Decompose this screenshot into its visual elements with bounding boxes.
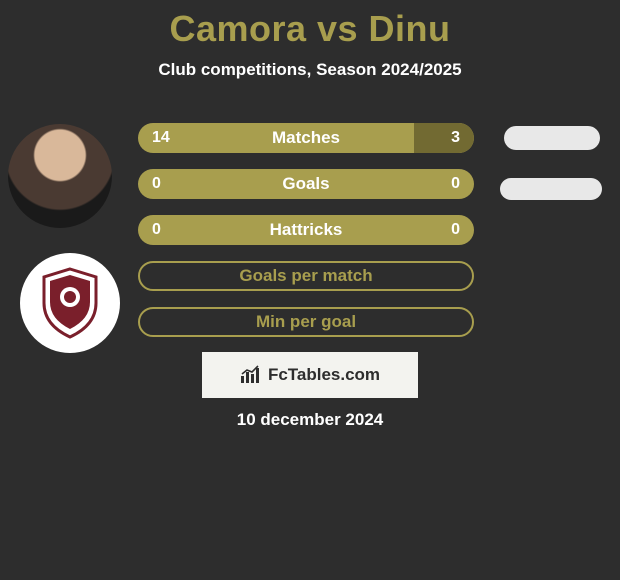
crest-icon xyxy=(40,267,100,339)
right-pill-1 xyxy=(504,126,600,150)
stat-bar-goals: 0 Goals 0 xyxy=(138,169,474,199)
subtitle: Club competitions, Season 2024/2025 xyxy=(0,60,620,80)
brand-text: FcTables.com xyxy=(268,365,380,385)
stat-bar-gpm-label: Goals per match xyxy=(239,266,372,286)
stat-bar-goals-right: 0 xyxy=(451,175,460,193)
chart-icon xyxy=(240,365,262,385)
stat-bar-hattricks-label: Hattricks xyxy=(138,220,474,240)
stat-bar-matches-right: 3 xyxy=(451,129,460,147)
date-text: 10 december 2024 xyxy=(0,410,620,430)
stat-bar-hattricks: 0 Hattricks 0 xyxy=(138,215,474,245)
club-avatar xyxy=(20,253,120,353)
stat-bar-goals-label: Goals xyxy=(138,174,474,194)
stat-bar-matches-label: Matches xyxy=(138,128,474,148)
brand-box: FcTables.com xyxy=(202,352,418,398)
player-photo-placeholder xyxy=(8,124,112,228)
stat-bars-container: 14 Matches 3 0 Goals 0 0 Hattricks 0 Goa… xyxy=(138,123,474,353)
club-crest-placeholder xyxy=(20,253,120,353)
right-pill-2 xyxy=(500,178,602,200)
stat-bar-matches: 14 Matches 3 xyxy=(138,123,474,153)
player-avatar xyxy=(8,124,112,228)
page-title: Camora vs Dinu xyxy=(0,0,620,50)
stat-bar-goals-per-match: Goals per match xyxy=(138,261,474,291)
stat-bar-min-per-goal: Min per goal xyxy=(138,307,474,337)
stat-bar-hattricks-right: 0 xyxy=(451,221,460,239)
stat-bar-mpg-label: Min per goal xyxy=(256,312,356,332)
